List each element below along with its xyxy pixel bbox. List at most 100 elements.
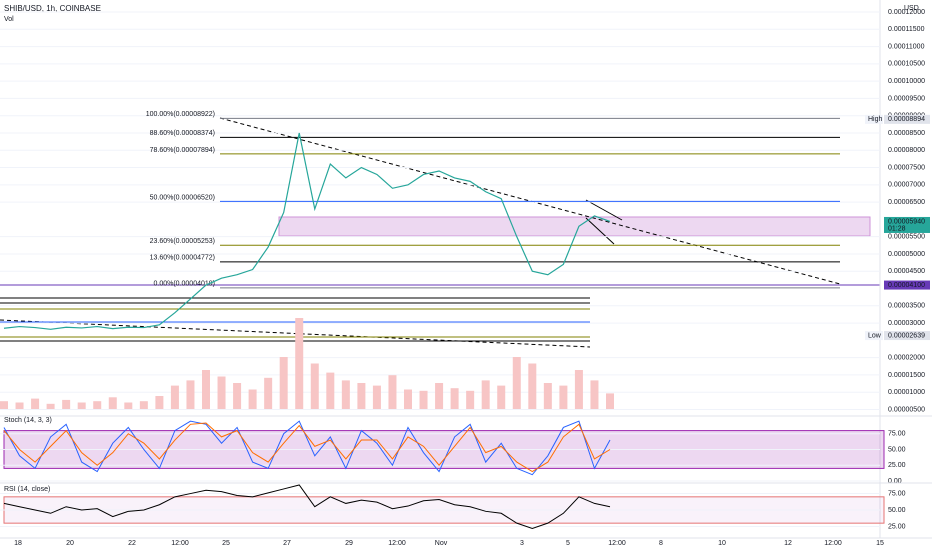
x-tick-label: 15 — [876, 540, 884, 547]
y-tick-label: 0.00 — [888, 478, 902, 485]
x-tick-label: 27 — [283, 540, 291, 547]
x-tick-label: 12:00 — [824, 540, 842, 547]
y-tick-label: 0.00005500 — [888, 234, 925, 241]
y-tick-label: 0.00003000 — [888, 320, 925, 327]
fib-label: 23.60%(0.00005253) — [150, 238, 215, 245]
volume-bar — [372, 385, 381, 409]
x-tick-label: 12 — [784, 540, 792, 547]
y-tick-label: 0.00011500 — [888, 26, 925, 33]
y-tick-label: 0.00010000 — [888, 78, 925, 85]
y-tick-label: 0.00004500 — [888, 268, 925, 275]
volume-bar — [341, 380, 350, 409]
volume-bar — [248, 389, 257, 409]
volume-bar — [543, 383, 552, 409]
fib-label: 78.60%(0.00007894) — [150, 147, 215, 154]
volume-bar — [606, 393, 614, 409]
x-tick-label: 29 — [345, 540, 353, 547]
trendline — [219, 117, 841, 285]
indicator-line — [3, 422, 611, 473]
indicator-line — [3, 484, 611, 529]
volume-bar — [62, 399, 71, 409]
volume-bar — [0, 401, 8, 409]
volume-bar — [217, 376, 226, 409]
price-tag-label: 0.00008894 — [888, 116, 925, 123]
volume-bar — [559, 385, 568, 409]
volume-bar — [77, 402, 86, 409]
y-tick-label: 0.00000500 — [888, 406, 925, 413]
volume-bar — [419, 390, 428, 409]
volume-bar — [574, 370, 583, 409]
currency: USD — [904, 5, 919, 12]
x-tick-label: 20 — [66, 540, 74, 547]
price-tag-sub: 01:28 — [888, 225, 906, 232]
volume-bar — [264, 377, 273, 409]
x-tick-label: 10 — [718, 540, 726, 547]
y-tick-label: 0.00007500 — [888, 164, 925, 171]
price-tag-name: Low — [868, 332, 882, 339]
symbol-title: SHIB/USD, 1h, COINBASE — [4, 4, 101, 13]
volume-bar — [233, 383, 242, 409]
y-tick-label: 0.00005000 — [888, 251, 925, 258]
price-tag-name-bg — [865, 331, 883, 341]
volume-bar — [497, 385, 506, 409]
x-tick-label: 22 — [128, 540, 136, 547]
price-tag-name: High — [868, 116, 883, 123]
y-tick-label: 25.00 — [888, 523, 906, 530]
y-tick-label: 25.00 — [888, 462, 906, 469]
y-tick-label: 50.00 — [888, 446, 906, 453]
fib-label: 50.00%(0.00006520) — [150, 194, 215, 201]
y-tick-label: 0.00001500 — [888, 372, 925, 379]
zone-box — [278, 216, 871, 237]
volume-bar — [466, 390, 475, 409]
y-tick-label: 0.00008500 — [888, 130, 925, 137]
fib-label: 13.60%(0.00004772) — [150, 255, 215, 262]
y-tick-label: 0.00011000 — [888, 43, 925, 50]
y-tick-label: 50.00 — [888, 507, 906, 514]
lower-levels — [0, 297, 590, 342]
volume-bar — [435, 383, 444, 409]
y-tick-label: 0.00007000 — [888, 182, 925, 189]
fib-label: 100.00%(0.00008922) — [146, 111, 215, 118]
wedge-line — [585, 217, 615, 245]
volume-bar — [93, 401, 102, 409]
volume-bar — [512, 357, 521, 409]
y-tick-label: 75.00 — [888, 431, 906, 438]
volume-bar — [310, 363, 319, 409]
volume-bar — [15, 402, 24, 409]
y-tick-label: 0.00010500 — [888, 61, 925, 68]
price-tag — [884, 331, 930, 341]
volume-bar — [481, 380, 490, 409]
volume-bar — [404, 389, 412, 409]
price-tag-label: 0.00004100 — [888, 282, 925, 289]
volume-bar — [108, 397, 117, 409]
price-tag-label: 0.00002639 — [888, 332, 925, 339]
price-tag — [884, 114, 930, 124]
y-tick-label: 0.00008000 — [888, 147, 925, 154]
x-tick-label: 12:00 — [608, 540, 626, 547]
volume-bar — [279, 357, 288, 409]
y-tick-label: 0.00001000 — [888, 389, 925, 396]
volume-bar — [450, 388, 459, 409]
volume-bar — [139, 401, 148, 409]
volume-bar — [326, 372, 335, 409]
x-tick-label: 5 — [566, 540, 570, 547]
volume-bar — [357, 383, 366, 409]
x-tick-label: Nov — [435, 540, 448, 547]
x-tick-label: 12:00 — [388, 540, 406, 547]
trendline — [0, 319, 591, 348]
volume-label: Vol — [4, 16, 14, 23]
volume-bar — [31, 398, 40, 409]
fib-label: 88.60%(0.00008374) — [150, 130, 215, 137]
volume-bar — [295, 318, 304, 409]
price-tag-name-bg — [865, 114, 883, 124]
volume-bar — [170, 385, 179, 409]
volume-bar — [590, 380, 599, 409]
indicator-line — [3, 420, 611, 476]
x-tick-label: 18 — [14, 540, 22, 547]
y-tick-label: 0.00002000 — [888, 354, 925, 361]
y-tick-label: 0.00003500 — [888, 303, 925, 310]
stoch-title: Stoch (14, 3, 3) — [4, 417, 52, 424]
fib-label: 0.00%(0.00004019) — [154, 281, 216, 288]
